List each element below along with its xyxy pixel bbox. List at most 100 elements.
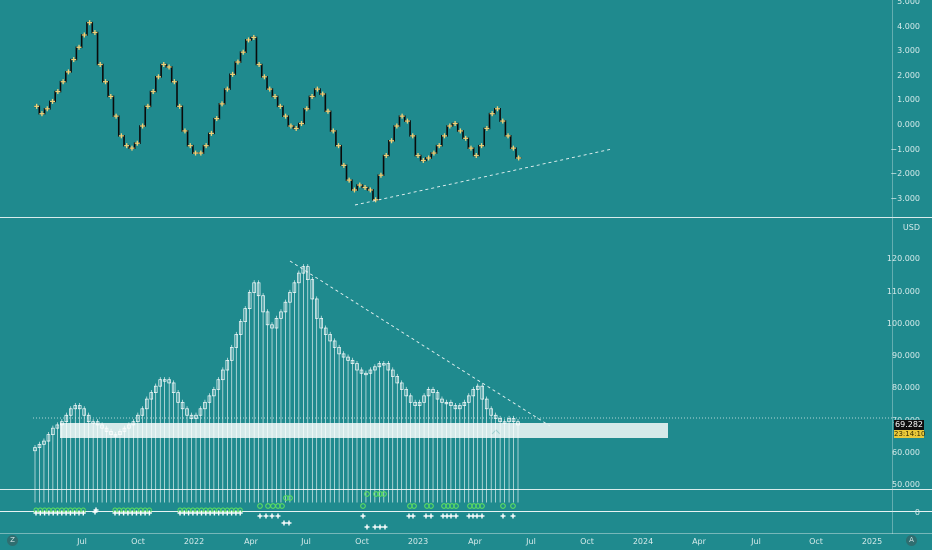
buy-signal-plus <box>112 510 118 516</box>
oscillator-tick: −1.000 <box>890 144 920 154</box>
candle-body <box>493 414 498 419</box>
candle-body <box>216 379 221 390</box>
candle-body <box>60 421 64 426</box>
price-candle <box>511 415 516 503</box>
buy-signal-plus <box>55 510 60 516</box>
oscillator-point <box>325 108 331 114</box>
timezone-button[interactable]: Z <box>7 535 18 546</box>
candle-body <box>136 414 140 423</box>
price-pane <box>33 264 520 503</box>
candle-body <box>55 424 60 429</box>
signal-plus <box>275 513 281 519</box>
oscillator-point <box>500 118 506 124</box>
candle-body <box>498 418 502 423</box>
price-candle <box>417 399 422 503</box>
green-circle <box>257 503 263 509</box>
buy-signal-plus <box>203 510 209 516</box>
oscillator-point <box>389 138 395 144</box>
green-circle <box>407 503 413 509</box>
candle-body <box>73 405 77 410</box>
price-candle <box>507 415 511 503</box>
candle-body <box>408 395 413 403</box>
oscillator-point <box>404 118 410 124</box>
candle-body <box>247 292 252 309</box>
buy-signal-plus <box>177 510 183 516</box>
green-circle <box>270 503 276 509</box>
candle-body <box>404 389 408 397</box>
buy-signal-plus <box>37 510 43 516</box>
oscillator-point <box>103 79 109 85</box>
green-circle <box>364 491 370 497</box>
candle-body <box>377 363 382 368</box>
price-candle <box>288 289 292 503</box>
candle-body <box>194 414 198 419</box>
price-candle <box>489 406 493 503</box>
green-circle <box>377 491 383 497</box>
oscillator-point <box>203 143 209 149</box>
oscillator-point <box>383 153 389 159</box>
buy-signal-plus <box>237 510 243 516</box>
price-candle <box>350 357 355 503</box>
oscillator-point <box>447 123 453 129</box>
buy-signal-plus <box>233 510 239 516</box>
oscillator-point <box>373 197 379 203</box>
buy-signal-plus <box>125 510 131 516</box>
candle-body <box>373 366 377 371</box>
candle-body <box>122 427 127 432</box>
candle-body <box>310 279 315 300</box>
price-candle <box>359 367 364 503</box>
auto-scale-button[interactable]: A <box>906 535 917 546</box>
green-circle <box>445 503 451 509</box>
candle-body <box>382 363 386 366</box>
candle-body <box>154 385 158 393</box>
time-tick: 2024 <box>632 537 654 546</box>
price-candle <box>498 415 502 503</box>
oscillator-trend-line[interactable] <box>354 148 613 206</box>
green-circle <box>283 495 289 501</box>
oscillator-point <box>336 143 342 149</box>
price-tick: 110.000 <box>886 286 920 296</box>
price-candle <box>60 419 64 503</box>
price-candle <box>212 386 216 503</box>
candle-body <box>444 401 449 405</box>
price-trend-line[interactable] <box>289 260 551 427</box>
green-circle <box>471 503 477 509</box>
oscillator-point <box>304 106 310 112</box>
signal-plus <box>474 513 480 519</box>
oscillator-point <box>246 37 252 43</box>
price-tick: 80.000 <box>892 383 920 393</box>
oscillator-point <box>81 32 87 38</box>
oscillator-point <box>219 101 225 107</box>
oscillator-point <box>87 20 93 26</box>
price-candle <box>435 390 440 503</box>
price-candle <box>261 293 265 503</box>
price-candle <box>516 419 520 503</box>
candle-body <box>162 379 167 382</box>
green-circle <box>275 503 281 509</box>
support-zone-box[interactable] <box>60 423 668 438</box>
oscillator-tick: 2.000 <box>897 70 920 80</box>
buy-signal-plus <box>138 510 144 516</box>
price-candle <box>216 377 221 503</box>
candle-body <box>42 440 46 445</box>
buy-signal-plus <box>129 510 135 516</box>
buy-signal-plus <box>116 510 122 516</box>
time-tick: Apr <box>692 537 706 546</box>
oscillator-tick: 4.000 <box>897 21 920 31</box>
oscillator-point <box>177 103 183 109</box>
time-tick: 2023 <box>407 537 429 546</box>
oscillator-point <box>34 103 40 109</box>
price-candle <box>162 377 167 503</box>
green-circle <box>479 503 485 509</box>
oscillator-point <box>510 145 516 151</box>
signal-plus <box>382 524 388 530</box>
price-candle <box>158 377 162 503</box>
signal-plus <box>423 513 429 519</box>
oscillator-line <box>34 21 522 201</box>
candle-body <box>212 389 216 397</box>
buy-signal-plus <box>72 510 78 516</box>
candle-body <box>417 401 422 406</box>
candle-body <box>238 321 243 335</box>
buy-signal-plus <box>229 510 235 516</box>
